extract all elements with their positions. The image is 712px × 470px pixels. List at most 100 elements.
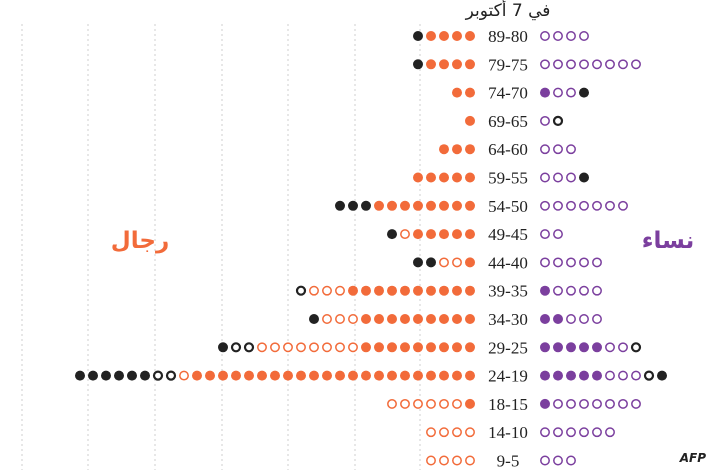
age-row: 9-5	[426, 452, 576, 470]
dot-outline	[540, 59, 550, 70]
dot-filled	[540, 314, 550, 324]
age-row: 54-50	[335, 197, 628, 216]
grid-layer	[21, 24, 421, 470]
dot-filled	[439, 314, 449, 324]
dot-black-filled	[387, 229, 397, 240]
dot-filled	[540, 285, 550, 296]
dot-filled	[374, 370, 384, 381]
dot-outline	[579, 31, 589, 41]
dot-filled	[270, 370, 280, 381]
dot-filled	[439, 59, 449, 70]
dot-filled	[452, 370, 462, 381]
age-row: 14-10	[426, 423, 615, 442]
dot-filled	[465, 370, 475, 381]
age-label: 49-45	[488, 225, 528, 244]
dot-outline	[335, 314, 345, 324]
dot-outline	[553, 59, 563, 70]
age-row: 34-30	[309, 310, 602, 329]
dot-black-filled	[114, 370, 124, 381]
age-label: 34-30	[488, 310, 528, 329]
dot-black-filled	[140, 370, 150, 381]
dot-black-outline	[230, 342, 242, 353]
dot-outline	[439, 427, 449, 438]
dot-filled	[374, 200, 384, 211]
age-row: 59-55	[413, 169, 589, 188]
age-row: 49-45	[387, 225, 563, 244]
dot-outline	[257, 342, 267, 353]
dot-filled	[540, 342, 550, 353]
dot-outline	[579, 200, 589, 211]
dot-outline	[553, 455, 563, 466]
dot-outline	[540, 257, 550, 268]
age-label: 54-50	[488, 197, 528, 216]
dot-filled	[426, 31, 436, 41]
dot-filled	[244, 370, 254, 381]
dot-outline	[309, 342, 319, 353]
dot-black-filled	[335, 200, 345, 211]
dot-outline	[618, 370, 628, 381]
dot-black-outline	[552, 115, 564, 127]
dot-black-filled	[361, 200, 371, 211]
dot-filled	[387, 314, 397, 324]
dot-outline	[465, 427, 475, 438]
dot-filled	[348, 285, 358, 296]
dot-outline	[605, 200, 615, 211]
age-label: 14-10	[488, 423, 528, 442]
age-label: 74-70	[488, 84, 528, 103]
age-label: 29-25	[488, 338, 528, 357]
age-label: 59-55	[488, 169, 528, 188]
dot-outline	[566, 172, 576, 183]
dot-filled	[296, 370, 306, 381]
dot-black-outline	[630, 342, 642, 353]
age-row: 89-80	[413, 27, 589, 46]
dot-filled	[426, 370, 436, 381]
dot-outline	[579, 59, 589, 70]
dot-filled	[413, 200, 423, 211]
dot-outline	[566, 427, 576, 438]
age-row: 74-70	[452, 84, 589, 103]
dot-outline	[566, 285, 576, 296]
dot-outline	[618, 342, 628, 353]
dot-filled	[579, 342, 589, 353]
dot-outline	[540, 144, 550, 155]
dot-filled	[426, 314, 436, 324]
dot-black-outline	[295, 285, 307, 296]
dot-outline	[553, 398, 563, 409]
dot-filled	[566, 370, 576, 381]
age-row: 69-65	[465, 112, 564, 131]
dot-filled	[426, 200, 436, 211]
dot-black-outline	[243, 342, 255, 353]
dot-black-filled	[88, 370, 98, 381]
dot-outline	[540, 427, 550, 438]
dot-black-filled	[218, 342, 228, 353]
dot-filled	[465, 144, 475, 155]
dot-outline	[566, 59, 576, 70]
dot-black-outline	[643, 370, 655, 381]
dot-filled	[413, 229, 423, 240]
dot-filled	[205, 370, 215, 381]
age-row: 79-75	[413, 55, 641, 74]
chart-title: في 7 أكتوبر	[465, 0, 551, 21]
dot-black-outline	[152, 370, 164, 381]
dot-filled	[413, 342, 423, 353]
dot-outline	[452, 455, 462, 466]
age-row: 64-60	[439, 140, 576, 159]
dot-outline	[605, 398, 615, 409]
dot-outline	[592, 285, 602, 296]
age-label: 89-80	[488, 27, 528, 46]
dot-outline	[439, 398, 449, 409]
dot-outline	[566, 257, 576, 268]
dot-filled	[465, 59, 475, 70]
dot-filled	[335, 370, 345, 381]
dot-filled	[374, 285, 384, 296]
dot-filled	[465, 229, 475, 240]
dot-outline	[553, 31, 563, 41]
dot-filled	[426, 342, 436, 353]
dot-black-filled	[657, 370, 667, 381]
dot-filled	[553, 370, 563, 381]
dot-filled	[439, 342, 449, 353]
men-side-label: رجال	[111, 228, 169, 254]
dot-outline	[566, 455, 576, 466]
dot-filled	[465, 285, 475, 296]
age-row: 24-19	[75, 367, 667, 386]
